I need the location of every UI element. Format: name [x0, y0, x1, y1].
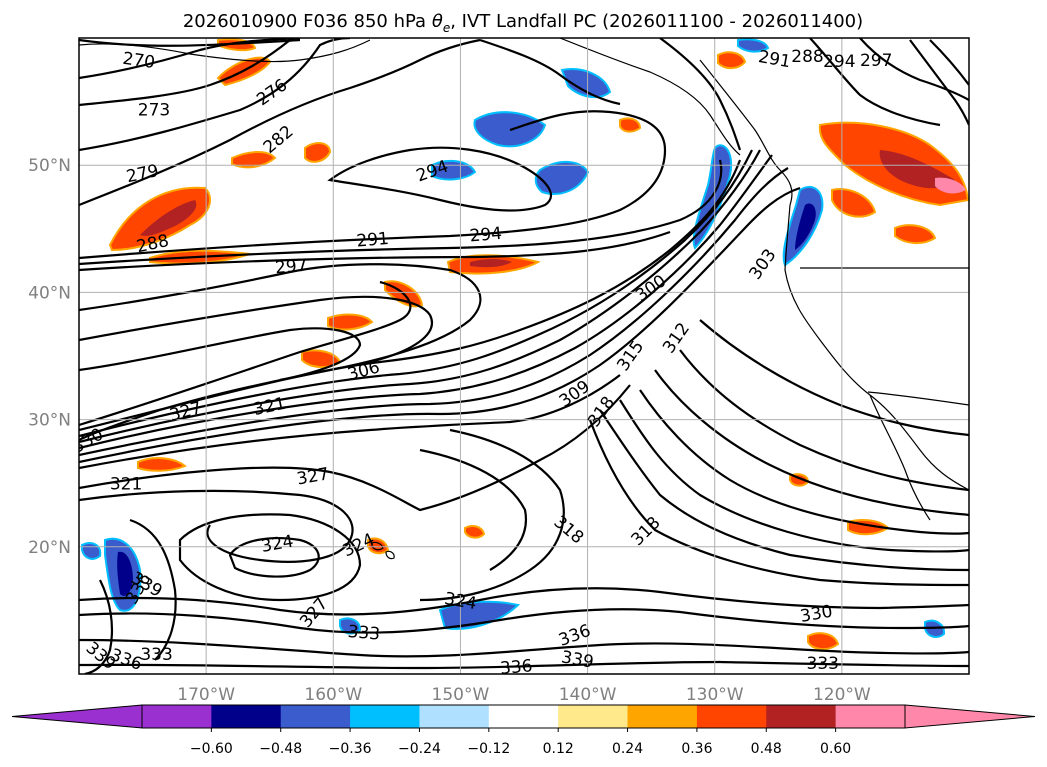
contour-label: 297 [274, 256, 308, 279]
contour-label: 288 [791, 47, 823, 67]
lon-tick-label: 150°W [432, 685, 490, 705]
shade-negative-north-3 [534, 161, 590, 195]
colorbar-segment [835, 705, 906, 728]
colorbar-segment [627, 705, 698, 728]
colorbar-tick-label: −0.48 [259, 741, 302, 757]
coastline-bc [699, 59, 793, 206]
lat-tick-label: 30°N [28, 411, 71, 431]
colorbar-tick-label: 0.24 [612, 741, 643, 757]
border-us-mexico [867, 391, 969, 406]
contour-label: 333 [347, 622, 381, 645]
contour-label: 294 [469, 224, 503, 247]
chart-title: 2026010900 F036 850 hPa θe, IVT Landfall… [183, 11, 863, 35]
colorbar-segment [558, 705, 629, 728]
lat-tick-label: 20°N [28, 538, 71, 558]
shade-negative-south-3 [339, 617, 362, 635]
lon-tick-label: 120°W [813, 685, 871, 705]
contour-label: 333 [807, 654, 839, 674]
shade-positive-mid-4 [137, 457, 187, 472]
lon-tick-label: 160°W [304, 685, 362, 705]
contour-label: 336 [499, 656, 533, 679]
shade-negative-south-2 [81, 542, 102, 560]
shade-negative-coast-core [795, 203, 816, 250]
shade-positive-mid-5 [619, 117, 642, 133]
shade-positive-north-2 [304, 142, 332, 163]
contour-label: 333 [140, 645, 172, 665]
colorbar-tick-label: 0.36 [681, 741, 712, 757]
coastlines [79, 38, 969, 560]
colorbar-segment [211, 705, 282, 728]
hawaii-islands [371, 541, 395, 560]
lat-tick-label: 40°N [28, 283, 71, 303]
lon-tick-label: 130°W [686, 685, 744, 705]
contour-label: 297 [860, 51, 892, 71]
shade-positive-se-3 [464, 525, 486, 539]
contour-label: 321 [110, 474, 142, 494]
shade-negative-se-4 [924, 619, 946, 638]
shade-negative-north-4 [560, 68, 612, 99]
shade-positive-inland-2 [894, 224, 937, 244]
colorbar-segment [488, 705, 559, 728]
contour-label: 294 [823, 52, 855, 72]
coastline-baja [869, 394, 931, 521]
lat-tick-labels: 20°N 30°N 40°N 50°N [28, 156, 71, 558]
colorbar-segment [280, 705, 351, 728]
colorbar-tick-label: −0.36 [329, 741, 372, 757]
colorbar-segment [142, 705, 212, 728]
colorbar-extend-over [904, 704, 1036, 729]
contour-lines [79, 38, 969, 674]
shade-positive-ak [717, 51, 747, 70]
coastline-west-coast [784, 204, 969, 491]
lon-tick-label: 140°W [559, 685, 617, 705]
colorbar-tick-label: 0.48 [751, 741, 782, 757]
lon-tick-labels: 170°W 160°W 150°W 140°W 130°W 120°W [177, 685, 871, 705]
colorbar: −0.60 −0.48 −0.36 −0.24 −0.12 0.12 0.24 0.36 0.4… [11, 704, 1036, 757]
map-frame [78, 37, 970, 675]
shade-negative-ak [737, 38, 770, 53]
colorbar-tick-label: −0.60 [190, 741, 233, 757]
colorbar-segment [419, 705, 490, 728]
colorbar-segment [350, 705, 420, 728]
shade-positive-pink [935, 177, 966, 194]
colorbar-extend-under [11, 704, 143, 729]
coastline-ak-panhandle [559, 38, 741, 156]
lat-tick-label: 50°N [28, 156, 71, 176]
gridlines [79, 38, 969, 674]
shade-positive-mid-2 [327, 313, 374, 331]
shade-positive-west-storm-core [140, 200, 197, 236]
contour-label: 273 [138, 101, 170, 121]
shade-positive-central-core [470, 259, 512, 268]
colorbar-segment [766, 705, 837, 728]
shade-positive-inland [831, 188, 877, 218]
colorbar-tick-label: −0.24 [398, 741, 441, 757]
shade-positive-se-2 [807, 632, 840, 650]
contour-label: 270 [121, 49, 156, 73]
colorbar-tick-label: −0.12 [467, 741, 510, 757]
contour-label: 291 [356, 229, 390, 252]
shade-positive-north [231, 151, 277, 169]
colorbar-tick-label: 0.60 [820, 741, 851, 757]
lon-tick-label: 170°W [177, 685, 235, 705]
colorbar-frame [141, 704, 906, 729]
colorbar-tick-label: 0.12 [543, 741, 574, 757]
colorbar-segment [696, 705, 767, 728]
shade-negative-sw-core [117, 551, 133, 597]
